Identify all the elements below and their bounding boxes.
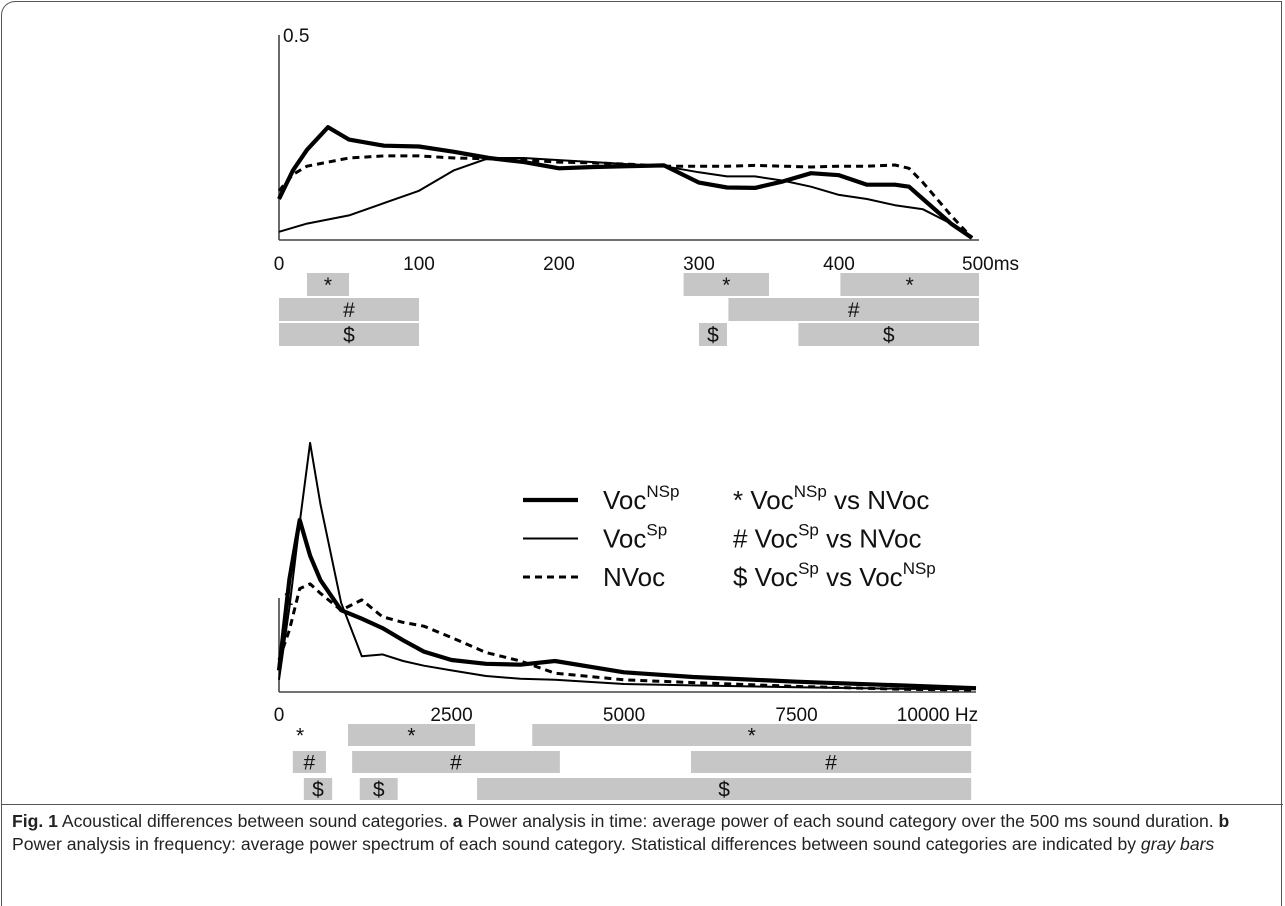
y-tick-label: 0.5 [283, 26, 309, 47]
caption-separator [1, 804, 1283, 805]
significance-bar [352, 751, 560, 773]
significance-symbol: * [906, 274, 914, 297]
significance-bar [690, 751, 972, 773]
significance-bar [798, 323, 979, 346]
comparison-text: vs NVoc [827, 485, 930, 515]
chart: 0.50 100 200 300 400 500ms* * *# #$ $ $10 2500 5000 7… [274, 26, 1019, 800]
caption: Fig. 1 Acoustical differences between so… [12, 810, 1274, 855]
significance-symbol: $ [718, 779, 730, 800]
legend-sup: Sp [646, 521, 667, 540]
caption-text: Power analysis in time: average power of… [462, 811, 1219, 831]
significance-bar [307, 273, 349, 296]
comparison-text: NSp [903, 559, 936, 578]
significance-symbol: * [324, 274, 332, 297]
x-tick-label: 2500 [430, 705, 472, 726]
significance-bar [292, 751, 326, 773]
significance-symbol: # [450, 752, 462, 775]
significance-symbol: # [825, 752, 837, 775]
legend-name: Voc [603, 523, 646, 553]
significance-bar [532, 724, 972, 746]
comparison-text: vs NVoc [819, 523, 922, 553]
significance-symbol: $ [343, 324, 355, 347]
x-tick-label: 5000 [603, 705, 645, 726]
series-line [277, 125, 974, 240]
comparison-text: * Voc [733, 485, 794, 515]
significance-symbol: $ [312, 779, 324, 800]
significance-bar [699, 323, 727, 346]
legend-name: NVoc [603, 562, 665, 592]
significance-symbol: # [343, 299, 355, 322]
significance-bar [303, 778, 333, 800]
x-tick-label: 7500 [775, 705, 817, 726]
caption-text: Fig. 1 [12, 811, 58, 831]
comparison-text: Sp [798, 559, 819, 578]
x-tick-label: 300 [683, 254, 715, 275]
x-tick-label: 0 [274, 254, 285, 275]
significance-bar [840, 273, 979, 296]
series-line [277, 154, 974, 239]
significance-bar [348, 724, 475, 746]
comparison-text: Sp [798, 521, 819, 540]
comparison-label: # VocSp vs NVoc [733, 521, 921, 553]
significance-symbol: * [296, 725, 304, 748]
significance-symbol: * [748, 725, 756, 748]
caption-text: Acoustical differences between sound cat… [57, 811, 453, 831]
x-tick-label: 200 [543, 254, 575, 275]
x-tick-label: 500ms [962, 254, 1019, 275]
significance-bar [279, 323, 419, 346]
series-line [277, 582, 977, 692]
comparison-label: $ VocSp vs VocNSp [733, 559, 936, 591]
series-line [276, 517, 977, 691]
significance-symbol: $ [373, 779, 385, 800]
legend-sup: NSp [646, 482, 679, 501]
series-line [278, 157, 973, 239]
comparison-text: $ Voc [733, 562, 798, 592]
significance-bar [359, 778, 398, 800]
legend-name: Voc [603, 485, 646, 515]
significance-symbol: $ [883, 324, 895, 347]
significance-symbol: # [304, 752, 316, 775]
series-line [278, 441, 977, 691]
caption-text: gray bars [1140, 833, 1215, 854]
comparison-text: vs Voc [819, 562, 903, 592]
significance-symbol: * [722, 274, 730, 297]
caption-text: Power analysis in frequency: average pow… [12, 833, 1141, 854]
comparison-label: * VocNSp vs NVoc [733, 482, 929, 514]
comparison-text: # Voc [733, 523, 798, 553]
x-tick-label: 10000 Hz [897, 705, 978, 726]
x-tick-label: 400 [823, 254, 855, 275]
x-tick-label: 0 [274, 705, 285, 726]
legend-label: NVoc [603, 562, 665, 592]
legend-label: VocSp [603, 521, 667, 553]
comparison-text: NSp [794, 482, 827, 501]
significance-bar [728, 298, 979, 321]
x-tick-label: 100 [403, 254, 435, 275]
significance-bar [683, 273, 769, 296]
caption-text: b [1218, 811, 1230, 831]
significance-symbol: # [848, 299, 860, 322]
significance-bar [279, 298, 419, 321]
significance-bar [477, 778, 972, 800]
legend-label: VocNSp [603, 482, 679, 514]
caption-text: a [452, 811, 463, 831]
significance-symbol: $ [707, 324, 719, 347]
significance-symbol: * [407, 725, 415, 748]
